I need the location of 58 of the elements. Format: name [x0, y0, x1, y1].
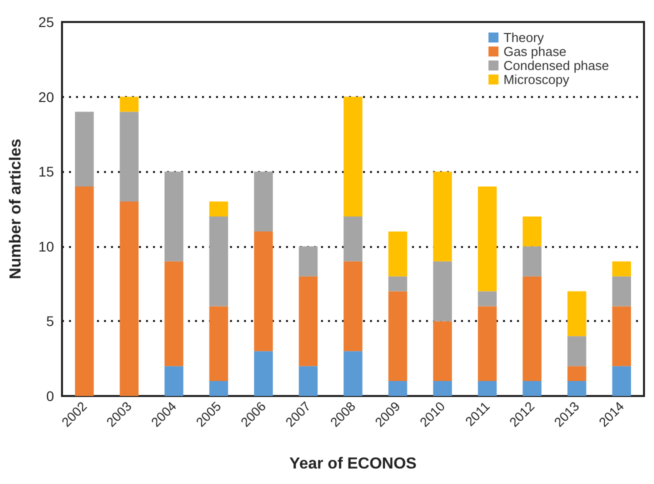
- bar: [612, 366, 632, 396]
- legend-label: Theory: [503, 30, 544, 45]
- bar: [298, 276, 318, 366]
- bar: [612, 276, 632, 306]
- y-tick-label: 15: [38, 164, 54, 180]
- legend-label: Microscopy: [503, 72, 570, 87]
- y-tick-label: 10: [38, 238, 54, 254]
- bar: [433, 321, 452, 382]
- bar: [478, 186, 497, 292]
- bar: [433, 261, 452, 322]
- bar: [567, 336, 586, 366]
- bar: [344, 261, 362, 352]
- y-axis-title: Number of articles: [8, 138, 24, 280]
- bar: [567, 366, 586, 382]
- bar: [164, 366, 184, 396]
- bar: [209, 216, 228, 306]
- bar: [344, 96, 362, 216]
- bar: [120, 96, 139, 112]
- bar: [254, 351, 273, 396]
- bar: [388, 231, 408, 276]
- bar: [209, 202, 228, 216]
- y-tick-label: 25: [38, 14, 54, 30]
- bar: [522, 381, 542, 396]
- bar: [388, 276, 408, 292]
- y-tick-label: 5: [46, 313, 54, 330]
- bar: [478, 291, 497, 306]
- bar: [254, 172, 273, 232]
- bar: [209, 381, 228, 396]
- legend-label: Condensed phase: [503, 58, 609, 73]
- bar: [522, 246, 542, 276]
- bar: [567, 291, 586, 336]
- bar: [74, 186, 94, 396]
- x-axis-title: Year of ECONOS: [289, 456, 417, 472]
- bar: [478, 381, 497, 396]
- bar: [612, 261, 632, 276]
- bar: [120, 112, 139, 202]
- bar: [612, 306, 632, 366]
- bar: [344, 351, 362, 396]
- bar: [433, 381, 452, 396]
- bar: [254, 231, 273, 352]
- y-tick-label: 0: [46, 388, 54, 404]
- bar: [120, 202, 139, 396]
- bar: [567, 381, 586, 396]
- legend-label: Gas phase: [503, 44, 566, 59]
- bar: [164, 172, 184, 262]
- bar: [433, 172, 452, 262]
- bar: [388, 381, 408, 396]
- bar: [478, 306, 497, 382]
- bar: [298, 246, 318, 276]
- bar: [298, 366, 318, 396]
- bar: [522, 216, 542, 246]
- bar: [164, 261, 184, 366]
- bar: [209, 306, 228, 382]
- bar: [388, 291, 408, 382]
- y-tick-label: 20: [38, 88, 54, 105]
- bar: [344, 216, 362, 262]
- bar: [522, 276, 542, 382]
- bar: [74, 112, 94, 187]
